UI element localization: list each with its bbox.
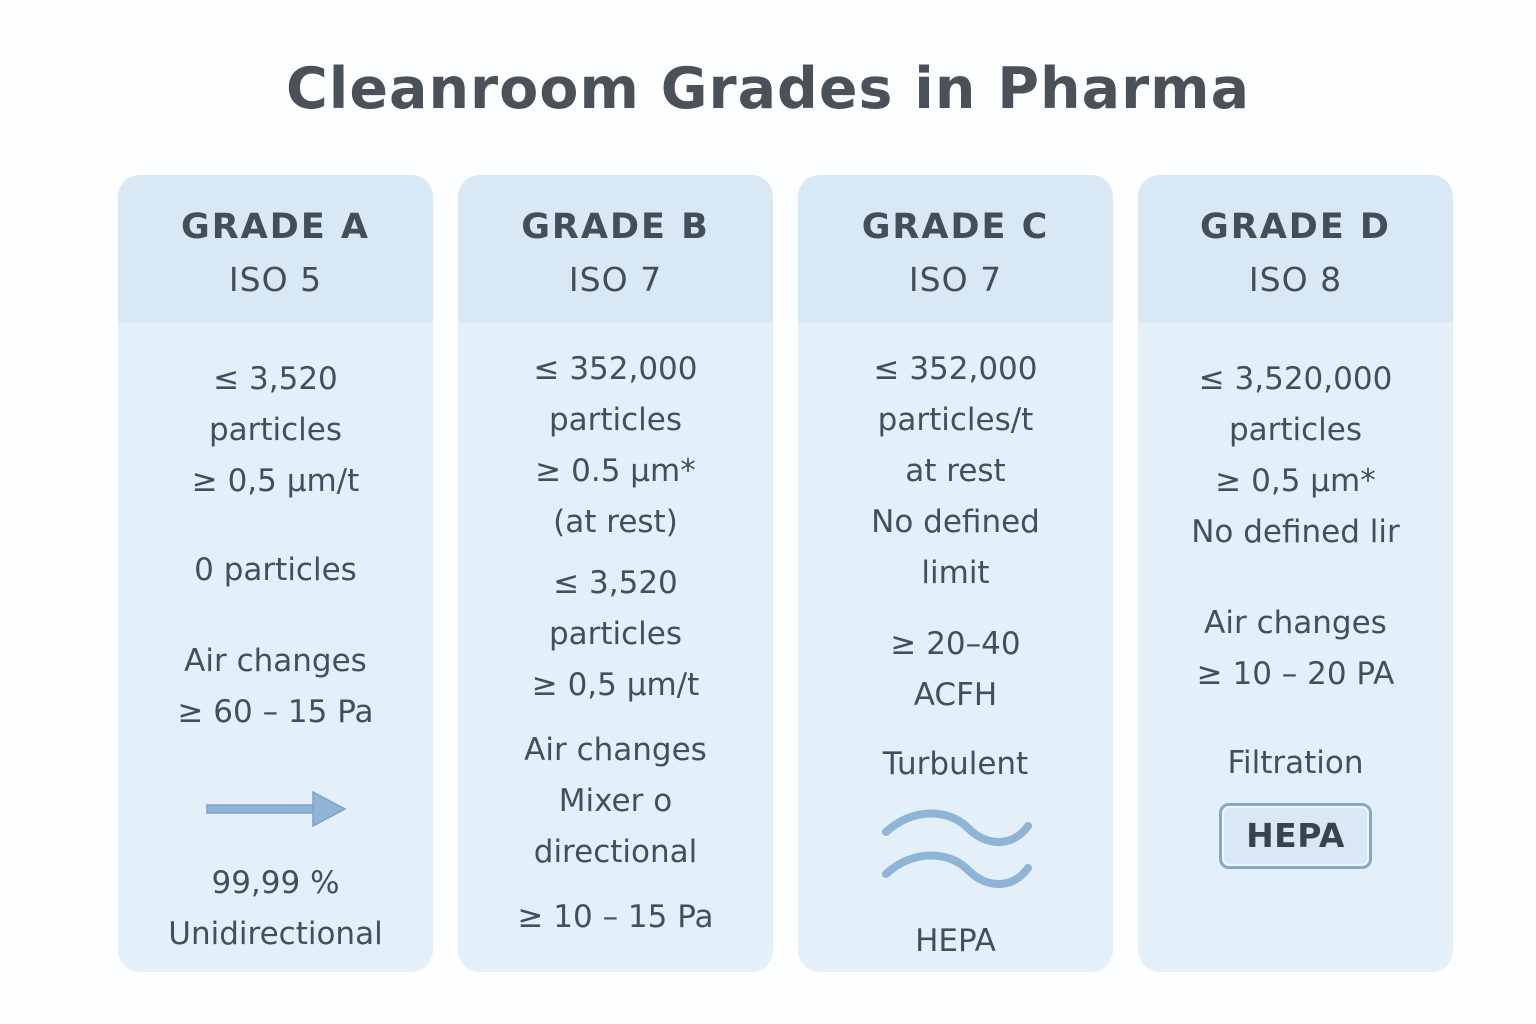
- grade-d-header: GRADE D ISO 8: [1138, 175, 1453, 322]
- spec-line: No defined lir: [1191, 514, 1400, 550]
- spec-line: directional: [533, 834, 698, 870]
- operation-particles-block: 0 particles: [118, 545, 433, 596]
- iso-label: ISO 5: [228, 260, 323, 299]
- airflow-icon-block: [118, 790, 433, 844]
- spec-line: particles: [548, 402, 683, 438]
- spec-line: particles/t: [877, 402, 1034, 438]
- spec-line: 0 particles: [194, 552, 357, 588]
- spec-line: at rest: [905, 453, 1006, 489]
- grade-title: GRADE D: [1200, 207, 1391, 247]
- particle-limit-block: ≤ 352,000 particles ≥ 0.5 µm* (at rest): [458, 344, 773, 548]
- spec-line: Air changes: [1204, 605, 1387, 641]
- spec-line: ≤ 3,520: [553, 565, 678, 601]
- spec-line: ≤ 352,000: [873, 351, 1038, 387]
- particle-limit-block-2: ≤ 3,520 particles ≥ 0,5 µm/t: [458, 558, 773, 711]
- spec-line: ≥ 60 – 15 Pa: [177, 694, 374, 730]
- spec-line: No defined: [871, 504, 1040, 540]
- grade-b-card: GRADE B ISO 7 ≤ 352,000 particles ≥ 0.5 …: [458, 175, 773, 972]
- spec-line: ≥ 20–40: [890, 626, 1021, 662]
- spec-line: ACFH: [913, 677, 998, 713]
- particle-limit-block: ≤ 3,520,000 particles ≥ 0,5 µm*: [1138, 354, 1453, 507]
- spec-line: ≥ 0,5 µm*: [1215, 463, 1376, 499]
- spec-line: Unidirectional: [168, 916, 383, 952]
- spec-line: Turbulent: [882, 746, 1029, 782]
- grade-c-card: GRADE C ISO 7 ≤ 352,000 particles/t at r…: [798, 175, 1113, 972]
- particle-limit-block: ≤ 3,520 particles ≥ 0,5 µm/t: [118, 354, 433, 507]
- grade-title: GRADE B: [521, 207, 710, 247]
- page-title: Cleanroom Grades in Pharma: [285, 56, 1251, 122]
- grade-c-header: GRADE C ISO 7: [798, 175, 1113, 322]
- unidirectional-block: 99,99 % Unidirectional: [118, 858, 433, 960]
- spec-line: ≤ 352,000: [533, 351, 698, 387]
- iso-label: ISO 8: [1248, 260, 1343, 299]
- spec-line: ≤ 3,520: [213, 361, 338, 397]
- air-changes-block: ≥ 20–40 ACFH: [798, 619, 1113, 721]
- iso-label: ISO 7: [568, 260, 663, 299]
- turbulent-icon-block: [798, 804, 1113, 906]
- spec-line: Filtration: [1227, 745, 1364, 781]
- spec-line: ≥ 0,5 µm/t: [531, 667, 700, 703]
- hepa-badge: HEPA: [1219, 803, 1372, 869]
- spec-line: particles: [548, 616, 683, 652]
- spec-line: ≥ 0.5 µm*: [535, 453, 696, 489]
- waves-icon: [876, 804, 1036, 906]
- spec-line: Air changes: [184, 643, 367, 679]
- filtration-block: HEPA: [798, 916, 1113, 967]
- filtration-block: Filtration: [1138, 738, 1453, 789]
- grade-a-card: GRADE A ISO 5 ≤ 3,520 particles ≥ 0,5 µm…: [118, 175, 433, 972]
- grade-title: GRADE A: [181, 207, 370, 247]
- iso-label: ISO 7: [908, 260, 1003, 299]
- spec-line: particles: [208, 412, 343, 448]
- hepa-badge-block: HEPA: [1138, 803, 1453, 869]
- air-changes-block: Air changes Mixer o directional: [458, 725, 773, 878]
- spec-line: 99,99 %: [211, 865, 340, 901]
- spec-line: ≥ 10 – 20 PA: [1196, 656, 1395, 692]
- grade-a-header: GRADE A ISO 5: [118, 175, 433, 322]
- no-limit-block: No defined limit: [798, 497, 1113, 599]
- particle-limit-block: ≤ 352,000 particles/t at rest: [798, 344, 1113, 497]
- grade-b-body: ≤ 352,000 particles ≥ 0.5 µm* (at rest) …: [458, 322, 773, 943]
- airflow-type-block: Turbulent: [798, 739, 1113, 790]
- pressure-block: ≥ 10 – 15 Pa: [458, 892, 773, 943]
- spec-line: (at rest): [553, 504, 678, 540]
- arrow-right-icon: [205, 790, 347, 844]
- spec-line: limit: [921, 555, 990, 591]
- grade-cards-row: GRADE A ISO 5 ≤ 3,520 particles ≥ 0,5 µm…: [118, 175, 1453, 972]
- no-limit-block: No defined lir: [1138, 507, 1453, 558]
- grade-c-body: ≤ 352,000 particles/t at rest No defined…: [798, 322, 1113, 967]
- spec-line: ≥ 0,5 µm/t: [191, 463, 360, 499]
- spec-line: ≥ 10 – 15 Pa: [517, 899, 714, 935]
- grade-d-card: GRADE D ISO 8 ≤ 3,520,000 particles ≥ 0,…: [1138, 175, 1453, 972]
- grade-d-body: ≤ 3,520,000 particles ≥ 0,5 µm* No defin…: [1138, 322, 1453, 869]
- spec-line: ≤ 3,520,000: [1198, 361, 1393, 397]
- grade-a-body: ≤ 3,520 particles ≥ 0,5 µm/t 0 particles…: [118, 322, 433, 960]
- spec-line: Air changes: [524, 732, 707, 768]
- spec-line: particles: [1228, 412, 1363, 448]
- spec-line: HEPA: [915, 923, 996, 959]
- grade-b-header: GRADE B ISO 7: [458, 175, 773, 322]
- air-changes-block: Air changes ≥ 60 – 15 Pa: [118, 636, 433, 738]
- air-changes-block: Air changes ≥ 10 – 20 PA: [1138, 598, 1453, 700]
- grade-title: GRADE C: [861, 207, 1050, 247]
- spec-line: Mixer o: [558, 783, 673, 819]
